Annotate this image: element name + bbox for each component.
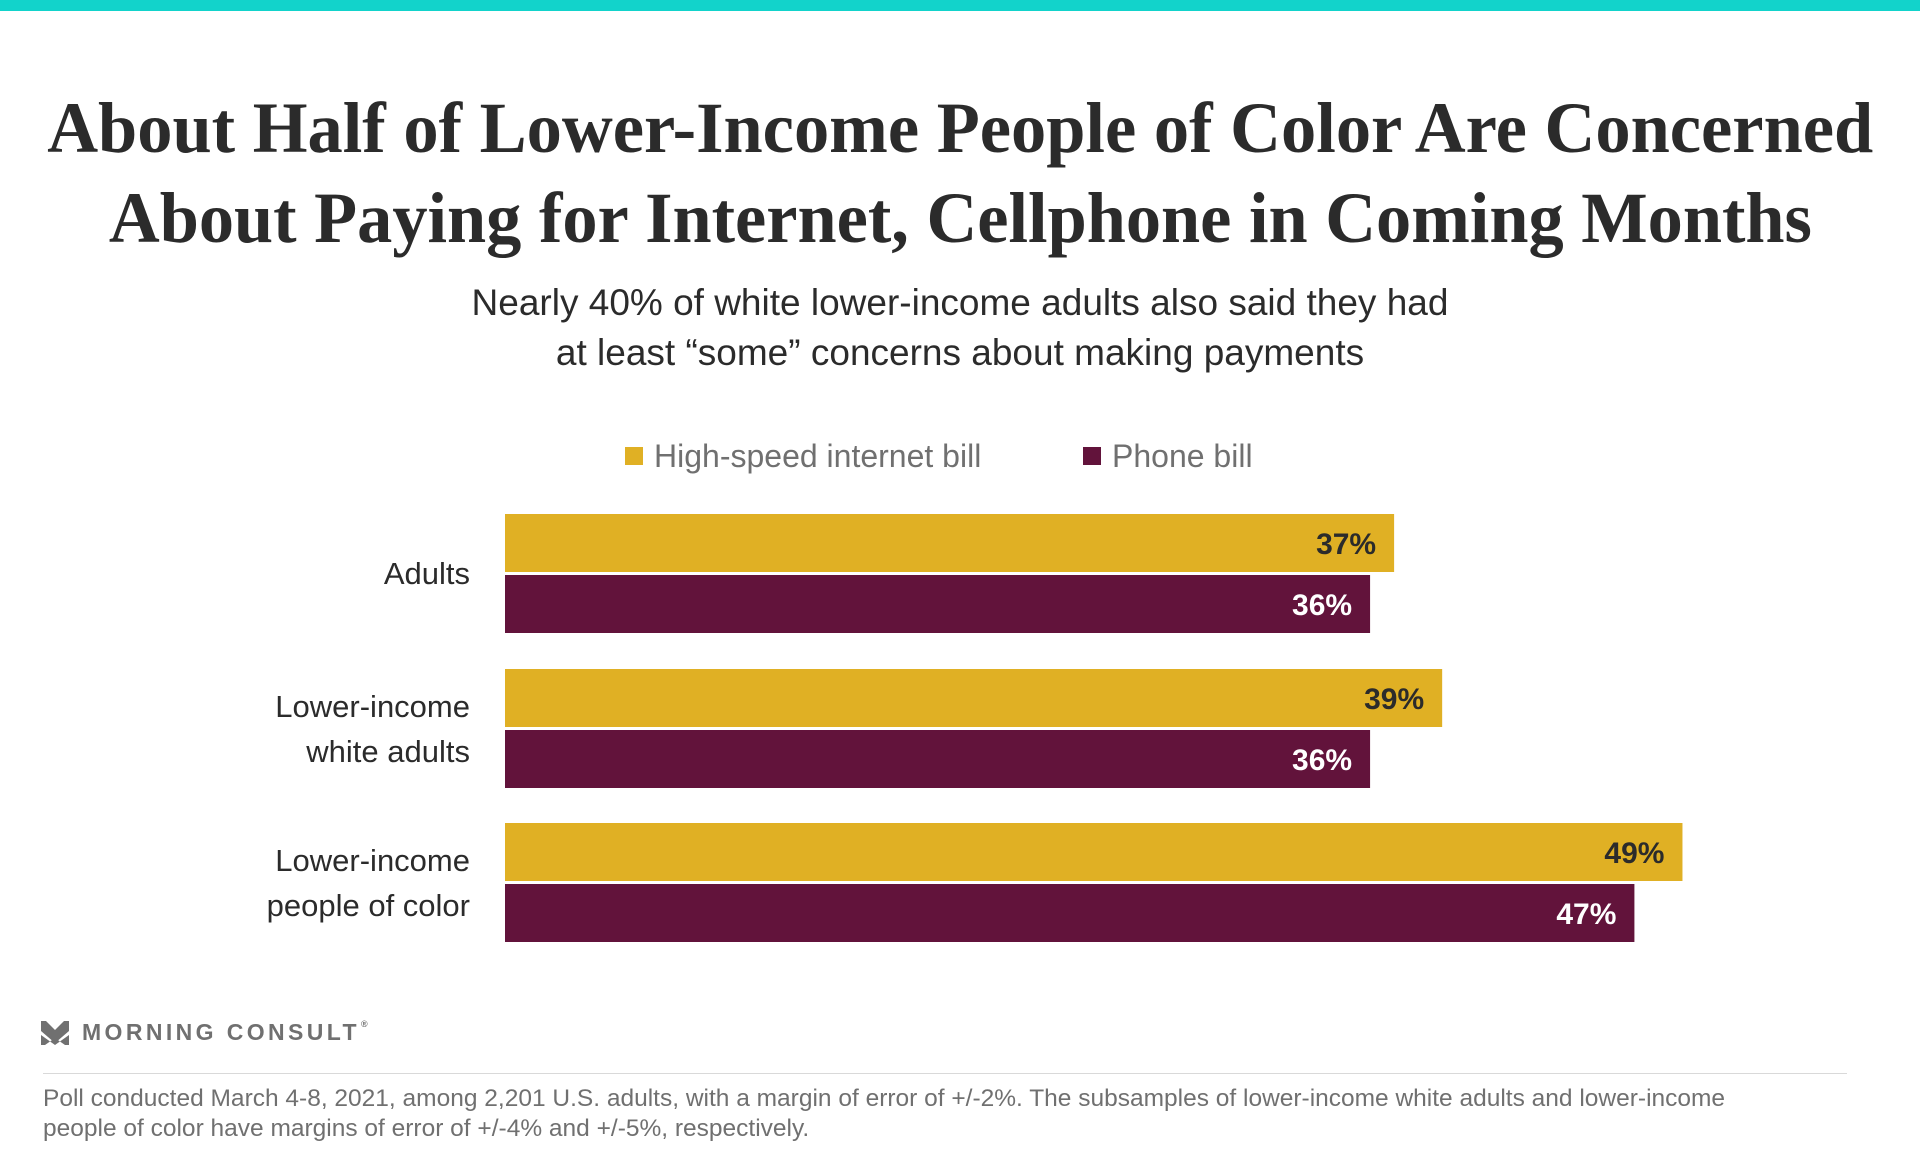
legend: High-speed internet bill Phone bill: [0, 437, 1920, 474]
bar-phone-2: [505, 884, 1635, 942]
bar-value-label-phone-1: 36%: [1292, 744, 1352, 777]
footer-divider: [43, 1073, 1847, 1074]
category-label-0: Adults: [384, 551, 470, 596]
bar-value-label-internet-0: 37%: [1316, 528, 1376, 561]
category-label-line: white adults: [306, 733, 470, 769]
bar-internet-2: [505, 823, 1683, 881]
morning-consult-logo: MORNING CONSULT®: [41, 1019, 371, 1046]
bar-internet-1: [505, 669, 1443, 727]
bar-value-label-phone-0: 36%: [1292, 589, 1352, 622]
bar-value-label-phone-2: 47%: [1556, 898, 1616, 931]
category-label-2: Lower-income people of color: [267, 838, 470, 928]
top-accent-bar: [0, 0, 1920, 11]
subtitle-line-1: Nearly 40% of white lower-income adults …: [471, 282, 1449, 323]
category-label-line: people of color: [266, 887, 470, 923]
bar-value-label-internet-2: 49%: [1604, 837, 1664, 870]
footnote-line-1: Poll conducted March 4-8, 2021, among 2,…: [43, 1085, 1726, 1112]
legend-label-internet: High-speed internet bill: [654, 437, 982, 474]
category-label-1: Lower-income white adults: [275, 684, 470, 774]
morning-consult-logo-icon: [41, 1020, 69, 1045]
subtitle-line-2: at least “some” concerns about making pa…: [555, 332, 1365, 373]
category-label-line: Lower-income: [275, 688, 470, 724]
brand-name: MORNING CONSULT®: [82, 1019, 371, 1046]
legend-label-phone: Phone bill: [1112, 437, 1253, 474]
bar-internet-0: [505, 514, 1395, 572]
category-label-line: Adults: [383, 556, 470, 591]
brand-name-text: MORNING CONSULT: [82, 1019, 361, 1045]
bar-phone-1: [505, 730, 1371, 788]
title-line-1-text: About Half of Lower-Income People of Col…: [47, 88, 1873, 168]
footnote-line-2: people of color have margins of error of…: [43, 1115, 810, 1142]
bar-value-label-internet-1: 39%: [1364, 683, 1424, 716]
title-line-2: About Paying for Internet, Cellphone in …: [0, 182, 1920, 254]
bar-chart: 37% 36% 39% 36% 49% 47%: [505, 514, 1683, 942]
registered-mark: ®: [361, 1019, 372, 1029]
bar-phone-0: [505, 575, 1371, 633]
legend-swatch-phone: [1083, 447, 1101, 465]
legend-item-internet: High-speed internet bill: [625, 437, 982, 474]
legend-item-phone: Phone bill: [1083, 437, 1253, 474]
footnote: Poll conducted March 4-8, 2021, among 2,…: [43, 1084, 1863, 1144]
legend-swatch-internet: [625, 447, 643, 465]
title-line-2-text: About Paying for Internet, Cellphone in …: [108, 178, 1812, 258]
title-line-1: About Half of Lower-Income People of Col…: [0, 92, 1920, 164]
category-label-line: Lower-income: [275, 842, 470, 878]
